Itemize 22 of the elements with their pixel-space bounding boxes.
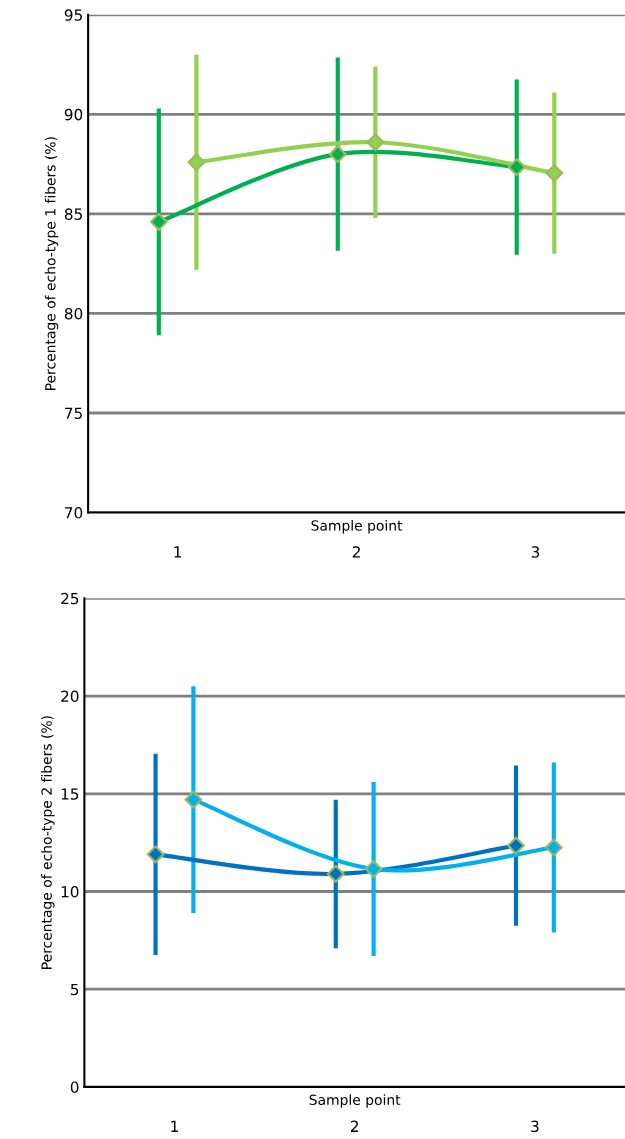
- x-axis-title: Sample point: [309, 1094, 401, 1108]
- y-tick-label: 80: [64, 307, 83, 320]
- x-tick-label: 2: [352, 546, 360, 558]
- x-tick-label: 3: [531, 1120, 539, 1133]
- x-tick-label: 3: [531, 546, 540, 558]
- x-tick-label: 1: [174, 546, 182, 558]
- y-tick-label: 90: [64, 108, 83, 121]
- y-tick-label: 5: [70, 983, 79, 996]
- y-axis-title: Percentage of echo-type 2 fibers (%): [41, 716, 55, 969]
- y-tick-label: 20: [61, 690, 79, 703]
- y-tick-label: 15: [61, 788, 79, 800]
- x-axis-title: Sample point: [311, 520, 403, 534]
- y-tick-label: 0: [70, 1081, 79, 1093]
- y-tick-label: 25: [61, 592, 79, 605]
- y-tick-label: 75: [65, 407, 82, 420]
- y-tick-label: 95: [64, 9, 82, 21]
- x-tick-label: 1: [171, 1120, 178, 1132]
- y-tick-label: 70: [65, 507, 83, 519]
- y-tick-label: 85: [64, 208, 82, 220]
- x-tick-label: 2: [350, 1120, 359, 1132]
- y-tick-label: 10: [61, 885, 79, 898]
- y-axis-title: Percentage of echo-type 1 fibers (%): [44, 137, 59, 390]
